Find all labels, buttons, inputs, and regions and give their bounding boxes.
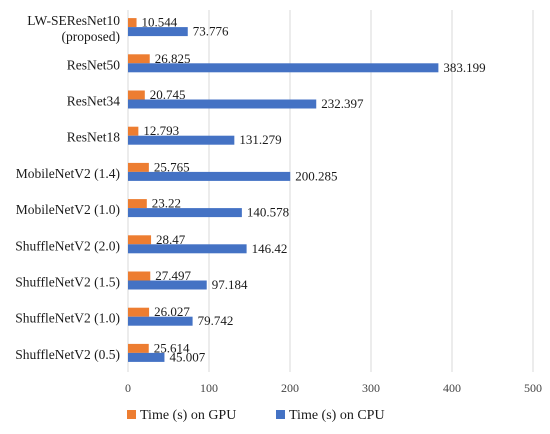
x-tick-label: 100 [200, 381, 218, 395]
data-label-cpu-shufflenetv2-1-0: 79.742 [198, 313, 234, 328]
data-label-gpu-lw-seresnet10-proposed: 10.544 [142, 15, 178, 30]
category-label-shufflenetv2-1-5: ShuffleNetV2 (1.5) [15, 275, 120, 290]
data-label-cpu-resnet50: 383.199 [443, 60, 485, 75]
legend-label-cpu: Time (s) on CPU [289, 408, 385, 423]
data-label-cpu-shufflenetv2-2-0: 146.42 [252, 241, 288, 256]
data-label-gpu-resnet50: 26.825 [155, 51, 191, 66]
x-axis-ticks: 0 100 200 300 400 500 [125, 381, 542, 395]
data-label-cpu-mobilenetv2-1-0: 140.578 [247, 205, 289, 220]
category-label-shufflenetv2-0-5: ShuffleNetV2 (0.5) [15, 347, 120, 362]
bar-cpu-shufflenetv2-1-5 [128, 280, 207, 290]
data-label-cpu-resnet18: 131.279 [239, 132, 281, 147]
x-tick-label: 0 [125, 381, 131, 395]
category-label-resnet34: ResNet34 [67, 94, 120, 109]
category-label-mobilenetv2-1-4: MobileNetV2 (1.4) [16, 166, 120, 181]
legend: Time (s) on GPU Time (s) on CPU [127, 408, 385, 423]
category-label-lw-seresnet10-proposed: LW-SEResNet10 (proposed) [27, 13, 120, 44]
legend-swatch-cpu [276, 410, 285, 419]
bar-gpu-shufflenetv2-1-0 [128, 307, 150, 317]
bars [128, 18, 439, 362]
category-label-shufflenetv2-2-0: ShuffleNetV2 (2.0) [15, 238, 120, 253]
data-label-cpu-resnet34: 232.397 [321, 96, 364, 111]
x-tick-label: 200 [281, 381, 299, 395]
data-label-gpu-shufflenetv2-1-5: 27.497 [155, 268, 191, 283]
bar-cpu-lw-seresnet10-proposed [128, 27, 188, 37]
bar-gpu-shufflenetv2-0-5 [128, 343, 149, 353]
bar-gpu-resnet50 [128, 54, 150, 64]
x-tick-label: 400 [443, 381, 461, 395]
data-label-gpu-resnet18: 12.793 [143, 123, 179, 138]
data-label-gpu-shufflenetv2-1-0: 26.027 [154, 304, 190, 319]
category-label-mobilenetv2-1-0: MobileNetV2 (1.0) [16, 202, 120, 217]
data-label-cpu-shufflenetv2-1-5: 97.184 [212, 277, 248, 292]
data-label-cpu-mobilenetv2-1-4: 200.285 [295, 168, 337, 183]
bar-cpu-resnet18 [128, 135, 235, 145]
bar-gpu-shufflenetv2-2-0 [128, 235, 152, 245]
data-label-gpu-resnet34: 20.745 [150, 87, 186, 102]
bar-gpu-shufflenetv2-1-5 [128, 271, 151, 281]
bar-cpu-mobilenetv2-1-4 [128, 171, 291, 181]
x-tick-label: 500 [524, 381, 542, 395]
category-labels: LW-SEResNet10 (proposed) ResNet50 ResNet34 R… [15, 13, 120, 362]
x-tick-label: 300 [362, 381, 380, 395]
bar-cpu-mobilenetv2-1-0 [128, 208, 242, 218]
bar-cpu-resnet34 [128, 99, 317, 109]
data-label-cpu-lw-seresnet10-proposed: 73.776 [193, 24, 229, 39]
bar-gpu-resnet18 [128, 126, 139, 136]
legend-swatch-gpu [127, 410, 136, 419]
data-label-cpu-shufflenetv2-0-5: 45.007 [169, 349, 205, 364]
bar-cpu-shufflenetv2-0-5 [128, 352, 165, 362]
category-label-shufflenetv2-1-0: ShuffleNetV2 (1.0) [15, 311, 120, 326]
bar-cpu-shufflenetv2-1-0 [128, 316, 193, 326]
data-label-gpu-shufflenetv2-2-0: 28.47 [156, 232, 186, 247]
category-label-resnet50: ResNet50 [67, 57, 120, 72]
bar-cpu-shufflenetv2-2-0 [128, 244, 247, 254]
data-label-gpu-mobilenetv2-1-0: 23.22 [152, 196, 181, 211]
category-label-resnet18: ResNet18 [67, 130, 120, 145]
data-label-gpu-shufflenetv2-0-5: 25.614 [154, 340, 190, 355]
data-label-gpu-mobilenetv2-1-4: 25.765 [154, 159, 190, 174]
bar-gpu-resnet34 [128, 90, 145, 100]
bar-gpu-mobilenetv2-1-4 [128, 162, 149, 172]
bar-cpu-resnet50 [128, 63, 439, 73]
bar-gpu-mobilenetv2-1-0 [128, 199, 147, 209]
legend-label-gpu: Time (s) on GPU [140, 408, 236, 423]
bar-gpu-lw-seresnet10-proposed [128, 18, 137, 28]
